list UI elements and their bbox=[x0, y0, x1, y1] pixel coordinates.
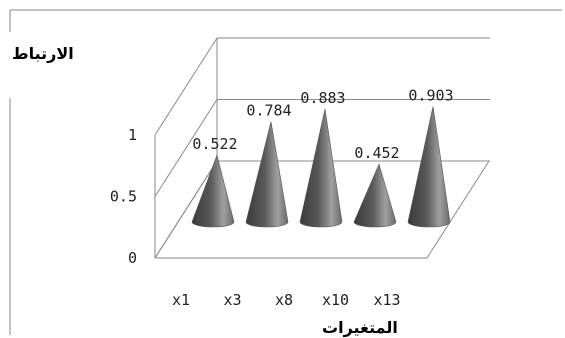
y-tick-label-1: 0.5 bbox=[110, 188, 137, 206]
cone-x8 bbox=[299, 108, 343, 228]
cone-x13 bbox=[407, 106, 451, 228]
data-label-x8: 0.883 bbox=[300, 89, 345, 107]
cone-x10 bbox=[353, 163, 397, 228]
x-tick-label-x3: x3 bbox=[223, 291, 241, 309]
chart-border bbox=[9, 9, 562, 335]
data-label-x13: 0.903 bbox=[408, 86, 453, 104]
x-tick-label-x10: x10 bbox=[322, 291, 349, 309]
cone-x1 bbox=[191, 154, 235, 228]
y-tick-label-2: 1 bbox=[128, 126, 137, 144]
x-tick-label-x13: x13 bbox=[373, 291, 400, 309]
cone-body-x10 bbox=[353, 163, 397, 228]
data-label-x10: 0.452 bbox=[354, 144, 399, 162]
cone-body-x3 bbox=[245, 121, 289, 228]
floor-right-edge bbox=[426, 160, 490, 259]
x-tick-label-x8: x8 bbox=[275, 291, 293, 309]
cone-body-x8 bbox=[299, 108, 343, 228]
x-tick-label-x1: x1 bbox=[172, 291, 190, 309]
cone-body-x1 bbox=[191, 154, 235, 228]
y-tick-label-0: 0 bbox=[128, 249, 137, 267]
cone-x3 bbox=[245, 121, 289, 228]
gridline-side-0 bbox=[154, 160, 218, 259]
x-axis-title: المتغيرات bbox=[322, 318, 398, 337]
data-label-x3: 0.784 bbox=[246, 102, 291, 120]
cone-series bbox=[191, 106, 451, 228]
y-axis-ticks: 00.51 bbox=[110, 126, 137, 267]
x-axis-ticks: x1 x3 x8 x10 x13 bbox=[172, 291, 401, 309]
gridline-side-2 bbox=[154, 37, 218, 136]
data-labels: 0.522 0.784 0.883 0.452 0.903 bbox=[192, 86, 453, 162]
gridline-side-1 bbox=[154, 99, 218, 197]
plot-frame bbox=[154, 37, 490, 259]
y-axis-title: الارتباط bbox=[12, 44, 74, 63]
cone-body-x13 bbox=[407, 106, 451, 228]
data-label-x1: 0.522 bbox=[192, 135, 237, 153]
